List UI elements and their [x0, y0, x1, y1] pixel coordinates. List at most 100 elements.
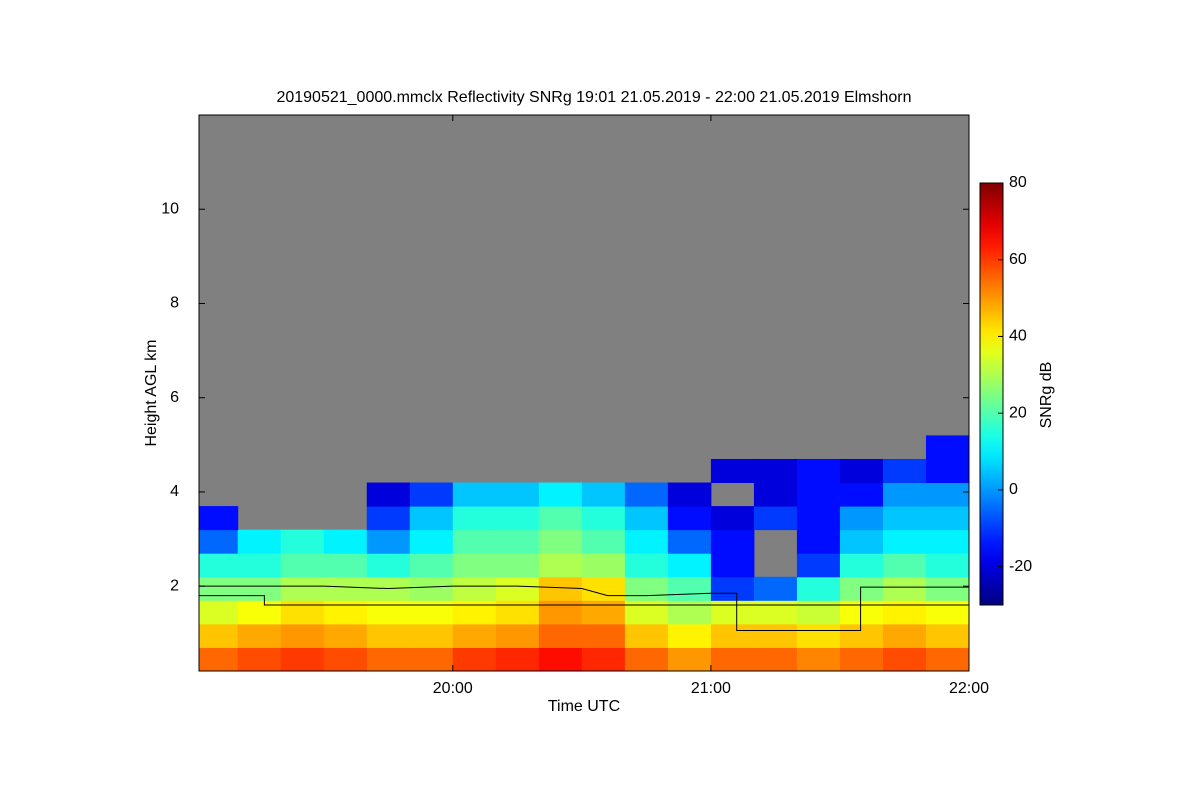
heat-cell: [710, 553, 755, 578]
heat-cell: [199, 529, 239, 554]
heat-cell: [581, 600, 626, 625]
heat-cell: [796, 647, 841, 672]
heat-cell: [323, 600, 368, 625]
heat-cell: [366, 623, 411, 648]
heat-cell: [495, 506, 540, 531]
heat-cell: [581, 529, 626, 554]
heat-cell: [753, 506, 798, 531]
heat-cell: [323, 623, 368, 648]
heat-cell: [624, 600, 669, 625]
heat-cell: [199, 576, 239, 601]
heat-cell: [925, 600, 970, 625]
heat-cell: [452, 529, 497, 554]
heat-cell: [667, 553, 712, 578]
heat-cell: [366, 553, 411, 578]
heat-cell: [925, 576, 970, 601]
heat-cell: [839, 506, 884, 531]
heat-cell: [796, 600, 841, 625]
heat-cell: [538, 482, 583, 507]
heat-cell: [237, 623, 282, 648]
heat-cell: [925, 435, 970, 460]
heat-cell: [882, 647, 927, 672]
heat-cell: [667, 647, 712, 672]
heat-cell: [409, 529, 454, 554]
heat-cell: [366, 506, 411, 531]
heat-cell: [581, 623, 626, 648]
heat-cell: [495, 482, 540, 507]
colorbar-tick-label: 60: [1009, 251, 1027, 268]
heat-cell: [409, 647, 454, 672]
heat-cell: [409, 623, 454, 648]
heat-cell: [882, 576, 927, 601]
heat-cell: [882, 458, 927, 484]
heat-cell: [199, 600, 239, 625]
heat-cell: [624, 553, 669, 578]
heat-cell: [495, 529, 540, 554]
heat-cell: [538, 623, 583, 648]
heat-cell: [839, 529, 884, 554]
heat-cell: [495, 600, 540, 625]
heat-cell: [452, 506, 497, 531]
heat-cell: [280, 647, 325, 672]
heat-cell: [925, 529, 970, 554]
colorbar-tick-label: 20: [1009, 404, 1027, 421]
heat-cell: [581, 553, 626, 578]
heat-cell: [882, 623, 927, 648]
heat-cell: [581, 506, 626, 531]
heat-cell: [925, 647, 970, 672]
line: [199, 585, 969, 631]
x-tick-label: 22:00: [949, 680, 989, 697]
heat-cell: [796, 529, 841, 554]
colorbar-tick-label: 80: [1009, 174, 1027, 191]
heat-cell: [237, 576, 282, 601]
heat-cell: [624, 647, 669, 672]
heat-cell: [495, 647, 540, 672]
heat-cell: [409, 553, 454, 578]
heat-cell: [366, 529, 411, 554]
heat-cell: [452, 647, 497, 672]
heat-cell: [667, 623, 712, 648]
heat-cell: [366, 647, 411, 672]
heat-cell: [495, 553, 540, 578]
y-axis-label: Height AGL km: [143, 339, 160, 446]
heat-cell: [409, 506, 454, 531]
x-tick-label: 20:00: [433, 680, 473, 697]
heat-cell: [882, 553, 927, 578]
heat-cell: [839, 553, 884, 578]
heat-cell: [495, 623, 540, 648]
heat-cell: [199, 506, 239, 531]
heat-cell: [753, 647, 798, 672]
heat-cell: [839, 458, 884, 484]
heat-cell: [710, 576, 755, 601]
heat-cell: [366, 600, 411, 625]
heat-cell: [538, 600, 583, 625]
heat-cell: [538, 647, 583, 672]
heat-cell: [839, 647, 884, 672]
heat-cell: [237, 600, 282, 625]
heat-cell: [753, 482, 798, 507]
colorbar-tick-label: 40: [1009, 328, 1027, 345]
heat-cell: [882, 529, 927, 554]
heat-cell: [753, 458, 798, 484]
heat-cell: [581, 482, 626, 507]
heat-cell: [199, 623, 239, 648]
heat-cell: [237, 553, 282, 578]
heat-cell: [323, 553, 368, 578]
heat-cell: [796, 576, 841, 601]
colorbar-tick-label: 0: [1009, 481, 1018, 498]
heat-cell: [452, 553, 497, 578]
heat-cell: [796, 482, 841, 507]
y-tick-label: 10: [161, 200, 179, 217]
y-tick-label: 6: [170, 389, 179, 406]
heat-cell: [667, 600, 712, 625]
colorbar: [979, 182, 1004, 606]
heat-cell: [409, 482, 454, 507]
y-tick-label: 2: [170, 577, 179, 594]
heat-cell: [199, 553, 239, 578]
heat-cell: [710, 506, 755, 531]
heat-cell: [452, 576, 497, 601]
heat-cell: [624, 482, 669, 507]
heat-cell: [925, 506, 970, 531]
heat-cell: [753, 576, 798, 601]
